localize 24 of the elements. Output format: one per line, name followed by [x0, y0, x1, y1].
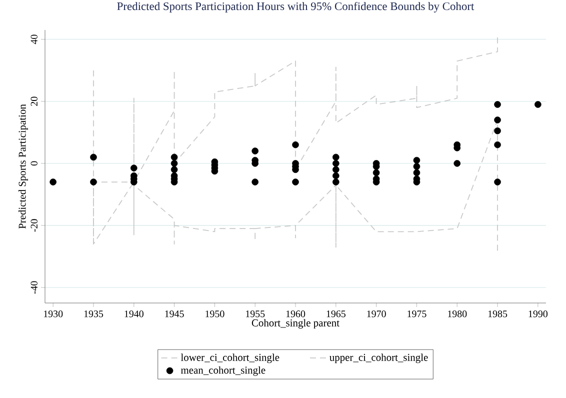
legend-label: upper_ci_cohort_single [330, 354, 428, 364]
x-tick-label: 1965 [326, 310, 346, 318]
legend-label: lower_ci_cohort_single [180, 354, 280, 364]
y-tick-label: -40 [30, 281, 38, 294]
x-tick-label: 1960 [286, 310, 306, 318]
x-tick-label: 1980 [448, 310, 467, 318]
x-tick-label: 1950 [206, 310, 224, 318]
y-tick-label: 20 [30, 96, 38, 106]
x-tick-label: 1985 [488, 310, 508, 318]
y-tick-label: -20 [30, 219, 38, 232]
y-axis-title: Predicted Sports Participation [18, 104, 28, 229]
x-tick-label: 1990 [528, 310, 548, 318]
x-tick-label: 1940 [124, 310, 144, 318]
y-tick-label: 0 [30, 161, 38, 166]
x-tick-label: 1935 [84, 310, 104, 318]
x-tick-label: 1945 [165, 310, 184, 318]
x-tick-label: 1970 [367, 310, 386, 318]
legend-label: mean_cohort_single [180, 366, 266, 376]
x-tick-label: 1955 [246, 310, 265, 318]
y-tick-label: 40 [30, 34, 38, 44]
x-axis-title: Cohort_single parent [252, 319, 340, 329]
x-tick-label: 1975 [408, 310, 426, 318]
x-tick-label: 1930 [44, 310, 63, 318]
chart-title: Predicted Sports Participation Hours with 95% Confidence Bounds by Cohort [117, 2, 474, 12]
